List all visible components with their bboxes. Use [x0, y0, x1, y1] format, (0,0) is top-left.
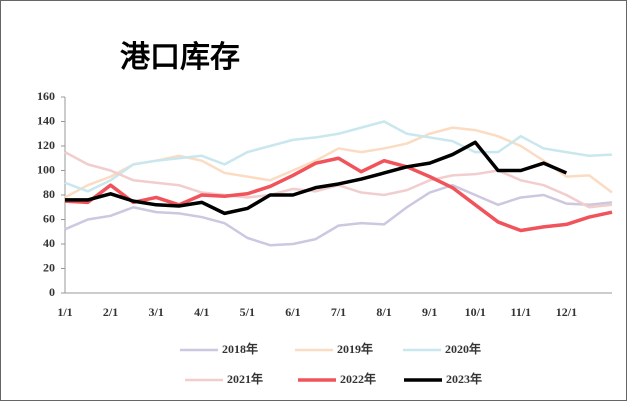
chart-title: 港口库存 [120, 41, 240, 74]
x-tick-label: 8/1 [376, 305, 391, 319]
series-line [65, 140, 568, 216]
legend-label: 2020年 [445, 341, 481, 356]
series-line [64, 156, 613, 233]
legend-label: 2021年 [227, 371, 263, 386]
y-tick-label: 0 [49, 285, 55, 299]
y-tick-label: 140 [37, 113, 55, 127]
series-line [64, 120, 613, 193]
legend-label: 2022年 [340, 371, 376, 386]
y-tick-label: 80 [43, 187, 55, 201]
y-tick-label: 120 [37, 138, 55, 152]
x-tick-label: 1/1 [57, 305, 72, 319]
x-tick-label: 10/1 [465, 305, 486, 319]
x-tick-label: 6/1 [285, 305, 300, 319]
legend-label: 2023年 [446, 371, 482, 386]
legend-label: 2019年 [337, 341, 373, 356]
y-tick-label: 40 [43, 236, 55, 250]
x-tick-label: 4/1 [194, 305, 209, 319]
legend-label: 2018年 [222, 341, 258, 356]
x-tick-label: 9/1 [422, 305, 437, 319]
y-tick-label: 20 [43, 260, 55, 274]
x-tick-label: 5/1 [240, 305, 255, 319]
x-tick-label: 3/1 [148, 305, 163, 319]
y-tick-label: 160 [37, 89, 55, 103]
x-tick-label: 12/1 [556, 305, 577, 319]
x-tick-label: 11/1 [510, 305, 531, 319]
x-tick-label: 7/1 [331, 305, 346, 319]
y-tick-label: 100 [37, 162, 55, 176]
series-line [64, 183, 613, 247]
x-tick-label: 2/1 [103, 305, 118, 319]
y-tick-label: 60 [43, 211, 55, 225]
